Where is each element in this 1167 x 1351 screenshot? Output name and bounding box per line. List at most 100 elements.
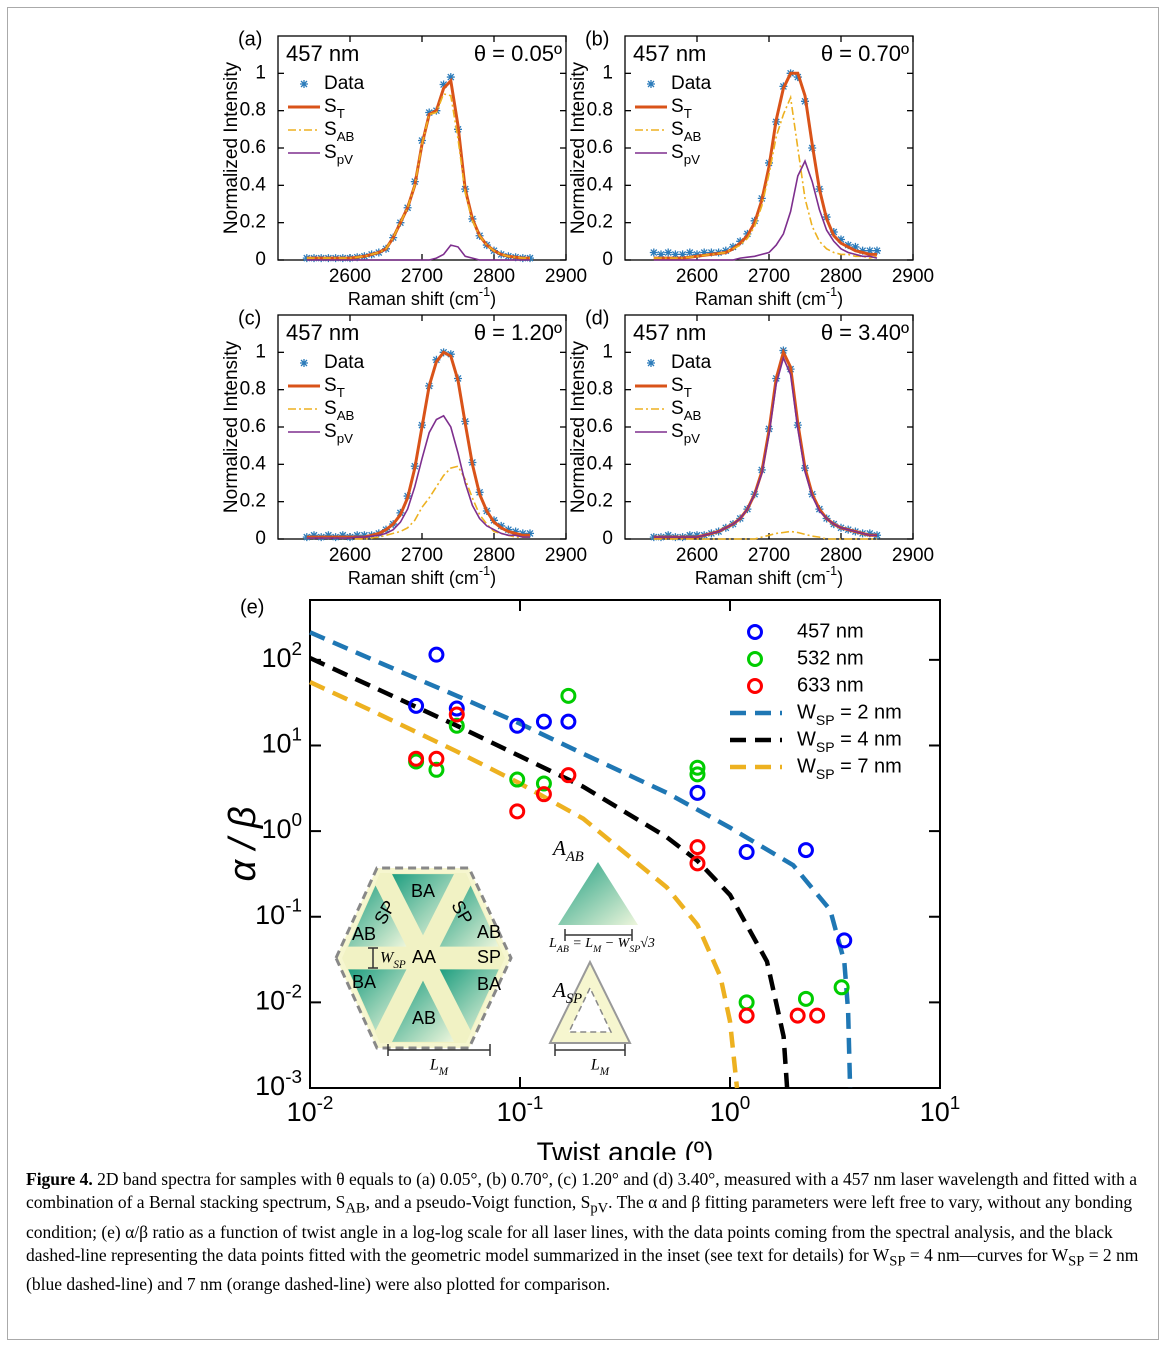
annotation: θ = 0.05º: [474, 41, 562, 66]
data-point: [738, 1007, 755, 1024]
data-point: [789, 1007, 806, 1024]
annotation: 457 nm: [633, 41, 706, 66]
data-point: [428, 761, 445, 778]
fit-line: [653, 530, 877, 540]
fit-line: [653, 94, 878, 259]
fit-line: [306, 92, 530, 259]
data-point: [448, 700, 465, 717]
y-tick-label: 0.6: [587, 416, 613, 437]
model-curve: [309, 630, 853, 1089]
x-tick-label: 2800: [820, 266, 862, 287]
data-point: [324, 531, 333, 540]
y-tick-label: 0.8: [240, 100, 266, 121]
data-point: [693, 531, 701, 540]
stacking-label: BA: [477, 974, 501, 994]
data-point: [836, 932, 853, 949]
x-axis-label: Raman shift (cm^-1): [695, 285, 843, 308]
data-point: [689, 766, 706, 783]
legend-label: S_T: [324, 96, 345, 121]
data-point: [428, 646, 445, 663]
data-point: [693, 250, 701, 259]
x-tick-label: 2600: [329, 545, 371, 566]
y-axis-label: α / β: [222, 806, 264, 881]
legend-label: S_AB: [324, 398, 355, 423]
data-point: [865, 529, 874, 538]
x-tick-label: 10^0: [710, 1093, 751, 1128]
data-point: [738, 844, 755, 861]
y-tick-label: 10^-1: [255, 895, 302, 930]
data-point: [560, 687, 577, 704]
legend-marker: [747, 678, 763, 694]
data-point: [685, 531, 694, 540]
data-point: [809, 1007, 826, 1024]
stacking-triangle: [348, 969, 407, 1031]
x-tick-label: 2700: [401, 266, 443, 287]
data-point: [837, 235, 845, 244]
x-axis-label: Raman shift (cm^-1): [695, 564, 843, 587]
y-tick-label: 0.4: [240, 453, 267, 474]
legend-label: S_pV: [671, 142, 700, 167]
data-point: [664, 248, 673, 257]
data-point: [408, 697, 425, 714]
legend-label: S_T: [324, 375, 345, 400]
legend-marker: [300, 80, 308, 88]
data-point: [439, 80, 448, 89]
legend-label: S_pV: [324, 142, 353, 167]
data-point: [448, 717, 465, 734]
data-point: [657, 250, 665, 259]
data-point: [685, 248, 694, 257]
legend-label: W_SP = 2 nm: [797, 701, 902, 727]
x-tick-label: 10^1: [920, 1093, 961, 1128]
x-tick-label: 2900: [892, 545, 934, 566]
data-point: [700, 248, 709, 257]
legend-marker: [747, 624, 763, 640]
panel-label: (a): [238, 28, 262, 50]
y-tick-label: 10^-3: [255, 1067, 302, 1102]
width-label: L_AB = L_M − W_SP√3: [548, 936, 655, 955]
width-label: L_M: [590, 1057, 610, 1078]
data-point: [721, 246, 730, 255]
legend-marker: [747, 651, 763, 667]
x-tick-label: 2900: [545, 545, 587, 566]
data-point: [689, 784, 706, 801]
data-point: [707, 248, 716, 257]
annotation: θ = 0.70º: [821, 41, 909, 66]
x-tick-label: 2700: [401, 545, 443, 566]
x-tick-label: 2600: [329, 266, 371, 287]
fit-line: [306, 244, 530, 261]
annotation: 457 nm: [286, 320, 359, 345]
x-tick-label: 2700: [748, 266, 790, 287]
stacking-triangle: [439, 969, 499, 1031]
y-tick-label: 0: [602, 249, 613, 270]
legend-label: 532 nm: [797, 647, 864, 669]
x-tick-label: 2800: [473, 266, 515, 287]
x-axis-label: Raman shift (cm^-1): [348, 285, 496, 308]
data-point: [509, 771, 526, 788]
y-tick-label: 1: [602, 62, 613, 83]
legend-label: Data: [671, 73, 712, 94]
data-point: [511, 527, 520, 536]
y-tick-label: 1: [255, 62, 266, 83]
data-point: [408, 750, 425, 767]
legend-label: S_pV: [324, 421, 353, 446]
data-point: [338, 531, 347, 540]
legend-marker: [647, 80, 655, 88]
legend-label: S_AB: [324, 119, 355, 144]
data-point: [446, 350, 455, 359]
fit-line: [653, 159, 878, 261]
data-point: [560, 767, 577, 784]
data-point: [310, 531, 318, 540]
data-point: [689, 759, 706, 776]
y-tick-label: 1: [255, 341, 266, 362]
data-point: [844, 241, 853, 250]
data-point: [833, 979, 850, 996]
model-curve: [309, 680, 740, 1089]
data-point: [865, 246, 874, 255]
x-axis-label: Twist angle (º): [537, 1136, 714, 1160]
stacking-triangle: [392, 874, 454, 936]
data-point: [448, 706, 465, 723]
x-tick-label: 2600: [676, 266, 718, 287]
data-point: [649, 248, 658, 257]
data-point: [689, 839, 706, 856]
